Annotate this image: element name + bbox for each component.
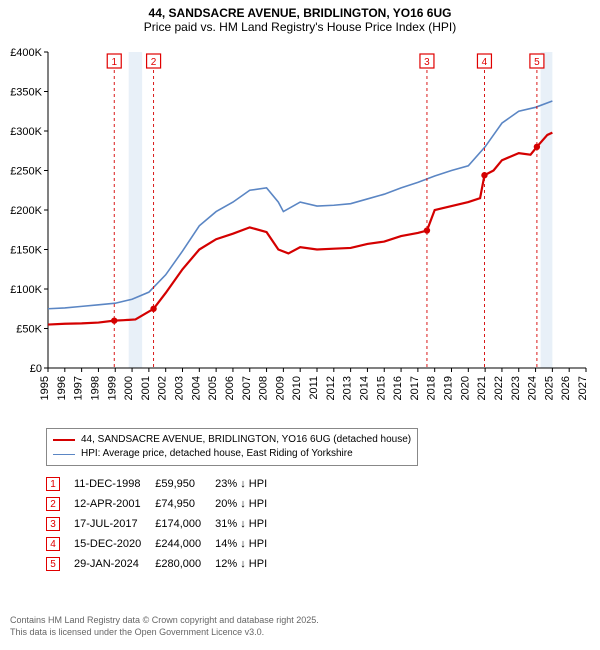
legend-swatch: [53, 439, 75, 441]
sale-price: £174,000: [155, 514, 215, 534]
legend-label: HPI: Average price, detached house, East…: [81, 447, 353, 461]
svg-text:2015: 2015: [375, 376, 387, 400]
svg-text:2002: 2002: [157, 376, 169, 400]
legend-swatch: [53, 454, 75, 455]
sale-delta: 14% ↓ HPI: [215, 534, 281, 554]
sale-date: 15-DEC-2020: [74, 534, 155, 554]
sale-price: £244,000: [155, 534, 215, 554]
svg-text:2013: 2013: [342, 376, 354, 400]
svg-text:1997: 1997: [73, 376, 85, 400]
table-row: 212-APR-2001£74,95020% ↓ HPI: [46, 494, 281, 514]
sale-date: 17-JUL-2017: [74, 514, 155, 534]
svg-text:5: 5: [534, 57, 540, 68]
svg-text:2004: 2004: [190, 376, 202, 400]
sale-price: £280,000: [155, 554, 215, 574]
svg-text:£300K: £300K: [10, 126, 42, 138]
svg-text:1: 1: [111, 57, 117, 68]
sale-delta: 12% ↓ HPI: [215, 554, 281, 574]
table-row: 317-JUL-2017£174,00031% ↓ HPI: [46, 514, 281, 534]
svg-text:2008: 2008: [258, 376, 270, 400]
table-row: 415-DEC-2020£244,00014% ↓ HPI: [46, 534, 281, 554]
svg-text:2018: 2018: [426, 376, 438, 400]
legend-label: 44, SANDSACRE AVENUE, BRIDLINGTON, YO16 …: [81, 433, 411, 447]
svg-text:2011: 2011: [308, 376, 320, 400]
svg-text:2020: 2020: [459, 376, 471, 400]
svg-text:£400K: £400K: [10, 47, 42, 59]
svg-text:4: 4: [482, 57, 488, 68]
svg-text:2022: 2022: [493, 376, 505, 400]
svg-text:1999: 1999: [106, 376, 118, 400]
svg-text:1998: 1998: [89, 376, 101, 400]
price-chart: £0 £50K £100K £150K £200K £250K £300K £350K £400…: [0, 36, 600, 416]
sale-index: 2: [46, 494, 74, 514]
chart-container: £0 £50K £100K £150K £200K £250K £300K £350K £400…: [0, 36, 600, 416]
sale-index: 3: [46, 514, 74, 534]
chart-title-block: 44, SANDSACRE AVENUE, BRIDLINGTON, YO16 …: [0, 0, 600, 36]
chart-title-desc: Price paid vs. HM Land Registry's House …: [0, 20, 600, 34]
svg-text:£200K: £200K: [10, 205, 42, 217]
sale-delta: 23% ↓ HPI: [215, 474, 281, 494]
svg-text:£350K: £350K: [10, 87, 42, 99]
svg-text:2009: 2009: [274, 376, 286, 400]
svg-text:2006: 2006: [224, 376, 236, 400]
svg-text:2012: 2012: [325, 376, 337, 400]
chart-title-address: 44, SANDSACRE AVENUE, BRIDLINGTON, YO16 …: [0, 6, 600, 20]
svg-text:2014: 2014: [358, 376, 370, 400]
svg-text:£0: £0: [30, 363, 42, 375]
footer-line2: This data is licensed under the Open Gov…: [10, 626, 590, 638]
svg-text:1996: 1996: [56, 376, 68, 400]
legend-item-property: 44, SANDSACRE AVENUE, BRIDLINGTON, YO16 …: [53, 433, 411, 447]
table-row: 111-DEC-1998£59,95023% ↓ HPI: [46, 474, 281, 494]
svg-text:2019: 2019: [443, 376, 455, 400]
sale-date: 29-JAN-2024: [74, 554, 155, 574]
svg-text:2027: 2027: [577, 376, 589, 400]
svg-text:2023: 2023: [510, 376, 522, 400]
svg-text:1995: 1995: [39, 376, 51, 400]
sale-date: 12-APR-2001: [74, 494, 155, 514]
footer-line1: Contains HM Land Registry data © Crown c…: [10, 614, 590, 626]
svg-text:2003: 2003: [174, 376, 186, 400]
svg-text:£100K: £100K: [10, 284, 42, 296]
sale-price: £74,950: [155, 494, 215, 514]
sale-price: £59,950: [155, 474, 215, 494]
sale-index: 5: [46, 554, 74, 574]
copyright-footer: Contains HM Land Registry data © Crown c…: [10, 614, 590, 638]
sale-date: 11-DEC-1998: [74, 474, 155, 494]
svg-text:2005: 2005: [207, 376, 219, 400]
svg-text:£250K: £250K: [10, 166, 42, 178]
svg-text:2026: 2026: [560, 376, 572, 400]
svg-text:3: 3: [424, 57, 430, 68]
svg-text:2010: 2010: [291, 376, 303, 400]
series-property: [48, 133, 552, 325]
table-row: 529-JAN-2024£280,00012% ↓ HPI: [46, 554, 281, 574]
svg-text:£150K: £150K: [10, 245, 42, 257]
svg-text:2001: 2001: [140, 376, 152, 400]
svg-text:2000: 2000: [123, 376, 135, 400]
svg-text:2007: 2007: [241, 376, 253, 400]
svg-text:£50K: £50K: [16, 324, 42, 336]
legend-item-hpi: HPI: Average price, detached house, East…: [53, 447, 411, 461]
svg-text:2016: 2016: [392, 376, 404, 400]
sale-delta: 31% ↓ HPI: [215, 514, 281, 534]
svg-text:2024: 2024: [527, 376, 539, 400]
sale-index: 4: [46, 534, 74, 554]
svg-text:2021: 2021: [476, 376, 488, 400]
svg-text:2: 2: [151, 57, 157, 68]
sale-delta: 20% ↓ HPI: [215, 494, 281, 514]
series-hpi: [48, 101, 552, 309]
sales-table: 111-DEC-1998£59,95023% ↓ HPI212-APR-2001…: [46, 474, 281, 574]
svg-text:2017: 2017: [409, 376, 421, 400]
sale-index: 1: [46, 474, 74, 494]
chart-legend: 44, SANDSACRE AVENUE, BRIDLINGTON, YO16 …: [46, 428, 418, 466]
svg-text:2025: 2025: [543, 376, 555, 400]
